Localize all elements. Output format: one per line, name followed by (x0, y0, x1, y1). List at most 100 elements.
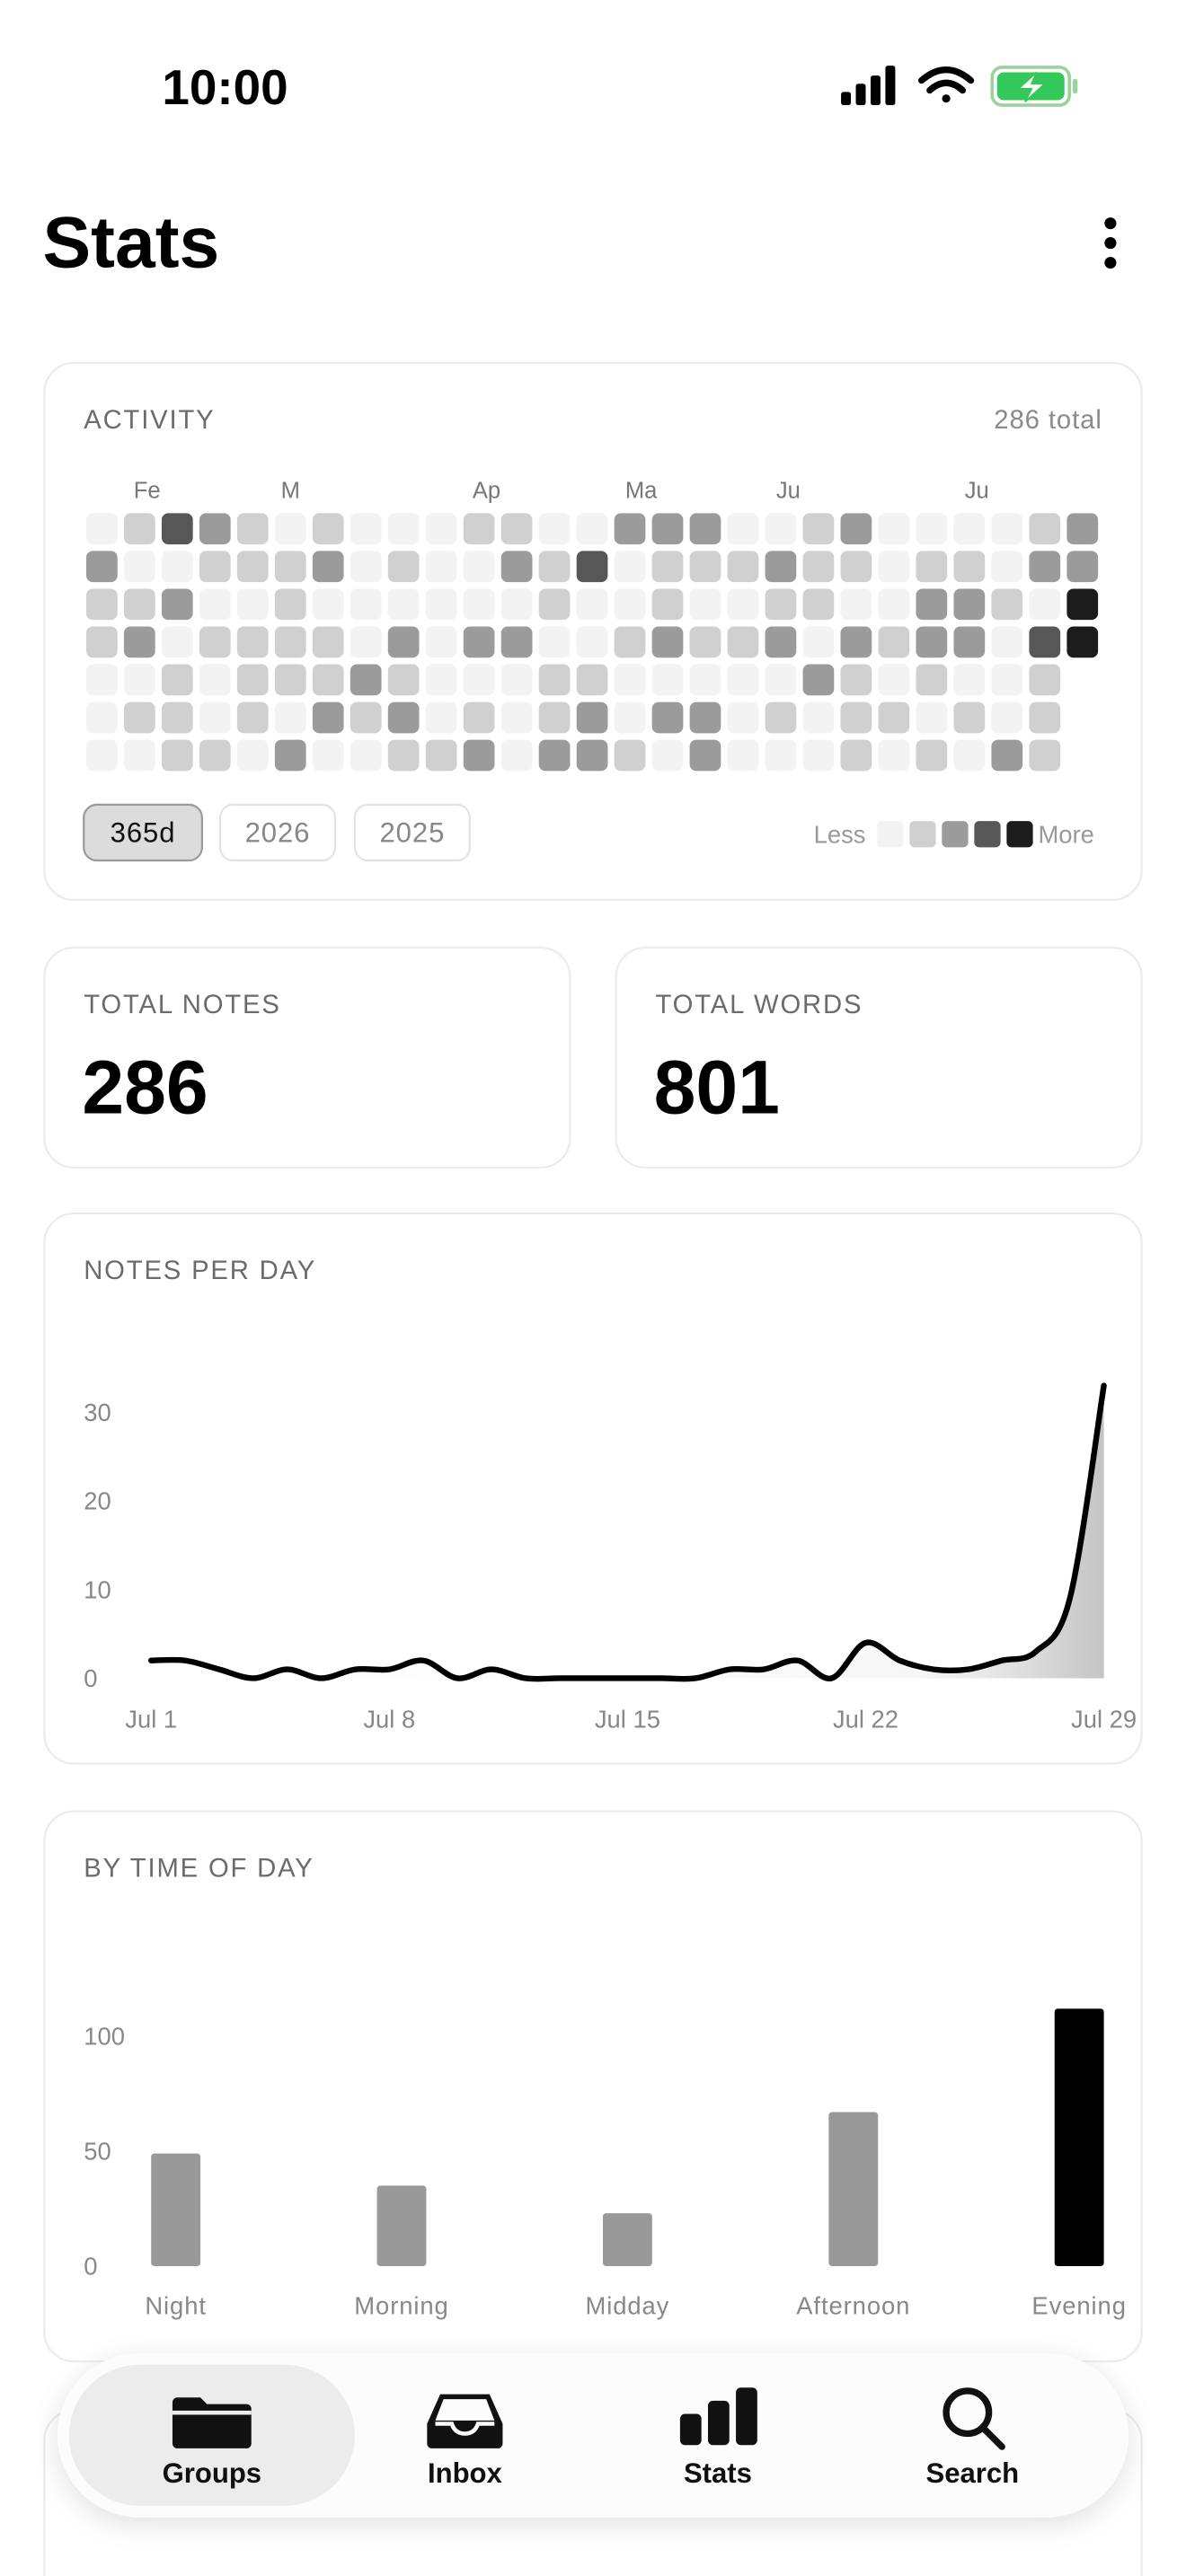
heat-cell (840, 626, 872, 658)
heat-cell (500, 739, 533, 772)
heat-cell (916, 626, 948, 658)
signal-icon (841, 66, 896, 106)
heat-cell (312, 701, 344, 734)
heat-cell (727, 664, 759, 696)
heat-cell (463, 701, 495, 734)
heat-cell (878, 588, 910, 621)
heat-cell (840, 588, 872, 621)
heat-cell (991, 588, 1023, 621)
tab-label[interactable]: Groups (163, 2457, 262, 2489)
heat-cell (538, 626, 571, 658)
legend-more: More (1038, 820, 1093, 848)
heat-cell (765, 739, 797, 772)
heat-cell (387, 513, 420, 545)
heat-cell (916, 701, 948, 734)
heat-cell (274, 513, 306, 545)
bar (376, 2185, 427, 2266)
heat-cell (727, 701, 759, 734)
heat-cell (161, 588, 193, 621)
heat-cell (916, 739, 948, 772)
heat-cell (878, 664, 910, 696)
bar-chart: BY TIME OF DAY 0 50 100 Night Morning Midday Af… (84, 1855, 1126, 2320)
heat-cell (236, 588, 269, 621)
tab-label[interactable]: Inbox (428, 2457, 503, 2489)
month-label: M (281, 479, 300, 504)
legend-swatch (942, 821, 969, 848)
heat-cell (576, 588, 608, 621)
heat-cell (840, 513, 872, 545)
legend-less: Less (814, 820, 866, 848)
heat-cell (802, 626, 835, 658)
heat-cell (85, 664, 118, 696)
heat-cell (199, 513, 231, 545)
heat-cell (236, 551, 269, 583)
filter-label[interactable]: 2026 (245, 816, 311, 848)
heat-cell (953, 701, 986, 734)
heat-cell (953, 626, 986, 658)
heat-cell (802, 739, 835, 772)
heat-cell (727, 513, 759, 545)
heat-cell (500, 551, 533, 583)
heat-cell (1067, 513, 1099, 545)
heat-cell (425, 701, 457, 734)
heat-cell (1029, 701, 1061, 734)
heat-cell (727, 626, 759, 658)
heat-cell (614, 664, 646, 696)
filter-pill[interactable] (353, 803, 471, 862)
heat-cell (274, 551, 306, 583)
heat-cell (689, 664, 721, 696)
heat-cell (425, 551, 457, 583)
heat-cell (727, 551, 759, 583)
heat-cell (878, 626, 910, 658)
heat-cell (727, 739, 759, 772)
legend-swatch (1006, 821, 1033, 848)
heat-cell (387, 739, 420, 772)
heat-cell (199, 626, 231, 658)
heat-cell (651, 588, 684, 621)
wifi-icon (917, 66, 975, 103)
heat-cell (651, 513, 684, 545)
bar (828, 2112, 879, 2266)
heat-cell (538, 513, 571, 545)
legend-swatch (909, 821, 936, 848)
filter-pill[interactable] (83, 803, 203, 862)
tab-label[interactable]: Search (925, 2457, 1019, 2489)
heat-cell (1067, 626, 1099, 658)
search-icon (943, 2387, 1005, 2450)
heat-cell (387, 551, 420, 583)
filter-pill[interactable] (218, 803, 337, 862)
heat-cell (991, 513, 1023, 545)
filter-label[interactable]: 365d (111, 816, 176, 848)
y-tick-label: 0 (84, 2253, 97, 2280)
heat-cell (161, 551, 193, 583)
heat-cell (878, 701, 910, 734)
heat-cell (614, 513, 646, 545)
heat-cell (689, 551, 721, 583)
chart-title: BY TIME OF DAY (84, 1855, 314, 1883)
heat-cell (312, 551, 344, 583)
chart-title: NOTES PER DAY (84, 1257, 316, 1285)
month-label: Fe (134, 479, 161, 504)
heat-cell (689, 701, 721, 734)
page-title: Stats (43, 203, 220, 284)
heat-cell (312, 739, 344, 772)
groups-icon (172, 2397, 252, 2448)
heat-cell (953, 664, 986, 696)
more-button[interactable] (1104, 217, 1117, 269)
x-tick-label: Evening (1031, 2291, 1126, 2319)
heat-cell (802, 513, 835, 545)
tab-label[interactable]: Stats (684, 2457, 752, 2489)
heat-cell (1029, 551, 1061, 583)
heat-cell (463, 664, 495, 696)
stat-label: TOTAL WORDS (655, 991, 863, 1019)
heat-cell (991, 664, 1023, 696)
heat-cell (85, 739, 118, 772)
filter-label[interactable]: 2025 (379, 816, 445, 848)
heat-cell (85, 588, 118, 621)
heat-cell (802, 664, 835, 696)
heat-cell (1029, 664, 1061, 696)
heat-cell (274, 739, 306, 772)
heat-cell (576, 626, 608, 658)
y-tick-label: 100 (84, 2023, 125, 2051)
